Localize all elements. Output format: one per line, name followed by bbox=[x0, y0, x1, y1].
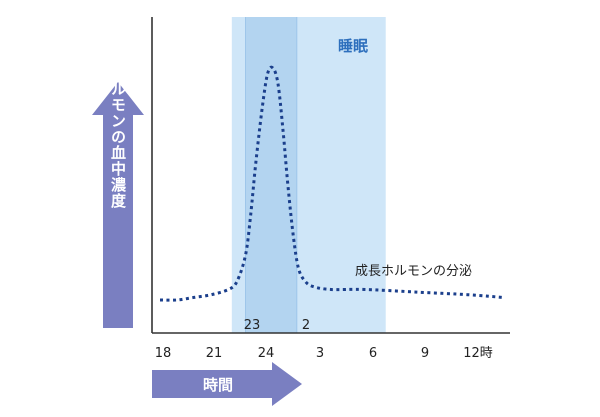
x-tick-label: 12時 bbox=[463, 346, 493, 361]
series-line bbox=[159, 65, 503, 302]
x-tick-label: 21 bbox=[206, 346, 223, 361]
x-tick-label: 6 bbox=[369, 346, 377, 361]
x-tick-label: 18 bbox=[155, 346, 172, 361]
axes bbox=[151, 17, 510, 334]
y-axis-arrow: 成長ホルモンの血中濃度 bbox=[92, 32, 144, 328]
x-arrow-shape bbox=[152, 362, 302, 406]
deep-sleep-start-label: 23 bbox=[244, 318, 261, 333]
x-tick-label: 9 bbox=[421, 346, 429, 361]
sleep-period-label: 睡眠 bbox=[338, 37, 368, 55]
y-axis-label: 成長ホルモンの血中濃度 bbox=[109, 32, 127, 209]
x-axis-label: 時間 bbox=[203, 376, 233, 394]
series-layer bbox=[159, 65, 503, 302]
x-tick-label: 24 bbox=[258, 346, 275, 361]
deep-sleep-end-label: 2 bbox=[302, 318, 310, 333]
chart-labels: 睡眠 成長ホルモンの分泌 23 2 bbox=[244, 37, 472, 333]
x-axis-arrow: 時間 bbox=[152, 362, 302, 406]
y-arrow-shape bbox=[92, 82, 144, 328]
x-tick-label: 3 bbox=[316, 346, 324, 361]
x-tick-labels: 18 21 24 3 6 9 12時 bbox=[155, 346, 493, 361]
series-name-label: 成長ホルモンの分泌 bbox=[355, 264, 472, 279]
